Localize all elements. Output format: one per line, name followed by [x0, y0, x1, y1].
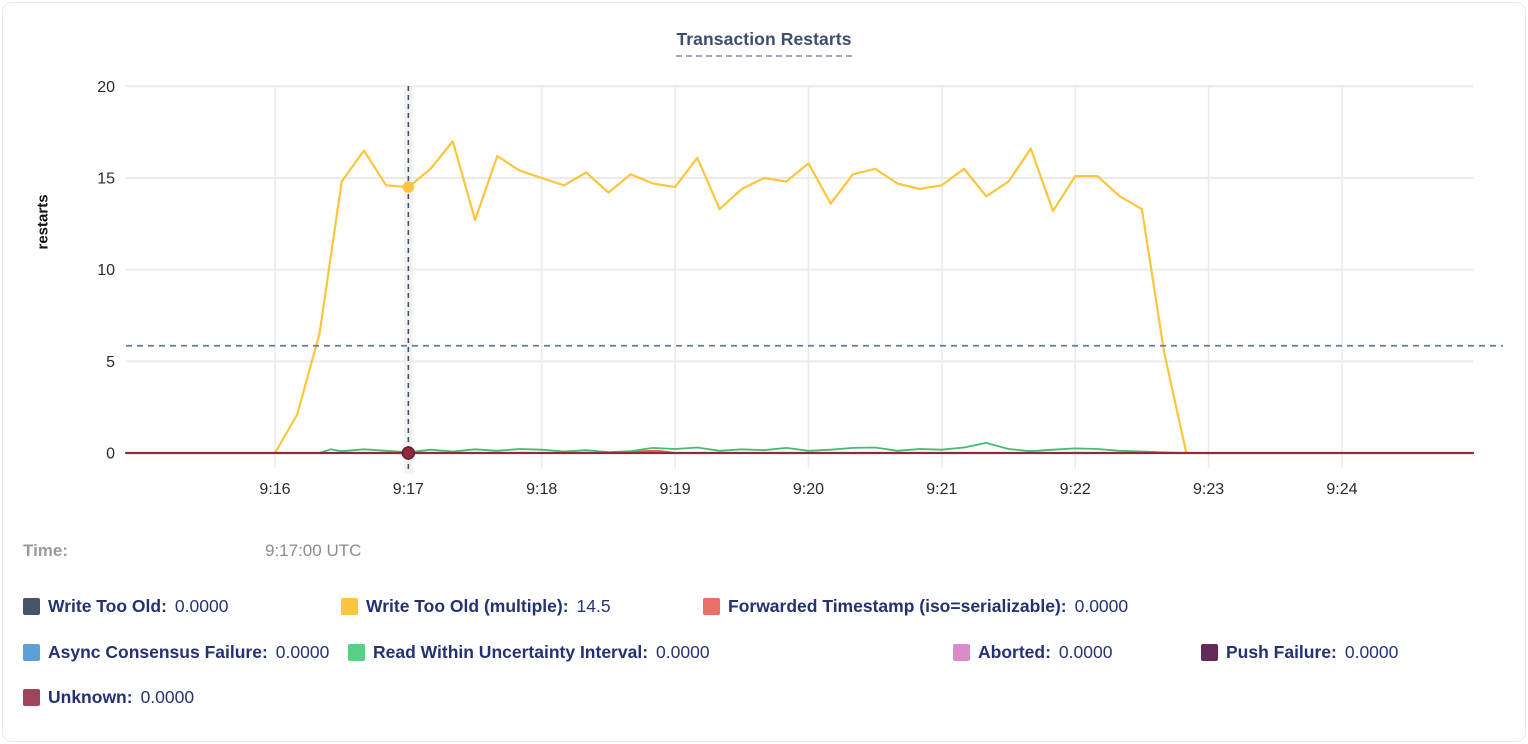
- legend-value: 0.0000: [275, 641, 330, 662]
- x-tick-label: 9:19: [660, 481, 691, 498]
- chart-title-wrap: Transaction Restarts: [3, 29, 1525, 57]
- legend-swatch: [348, 643, 365, 661]
- x-tick-label: 9:16: [259, 481, 290, 498]
- legend-item: Async Consensus Failure: 0.0000: [23, 642, 348, 663]
- hover-time-row: Time: 9:17:00 UTC: [23, 541, 361, 561]
- legend-item: Read Within Uncertainty Interval: 0.0000: [348, 642, 953, 663]
- y-tick-label: 10: [97, 262, 115, 279]
- legend-swatch: [703, 597, 720, 615]
- legend-label: Read Within Uncertainty Interval:: [373, 641, 649, 662]
- legend-swatch: [1201, 643, 1218, 661]
- legend-label: Push Failure:: [1226, 641, 1337, 662]
- legend-swatch: [23, 643, 40, 661]
- legend-value: 0.0000: [1344, 641, 1399, 662]
- y-tick-label: 15: [97, 170, 115, 187]
- series-line: [273, 140, 1188, 455]
- x-tick-label: 9:21: [926, 481, 957, 498]
- series-line: [125, 442, 1474, 454]
- x-tick-label: 9:17: [393, 481, 424, 498]
- time-label: Time:: [23, 541, 69, 560]
- legend-label: Write Too Old:: [48, 595, 167, 616]
- legend-item: Write Too Old (multiple): 14.5: [341, 596, 703, 617]
- transaction-restarts-chart[interactable]: 0 5 10 15 20 9:16 9:17 9:18 9:19 9:20 9:21 9:22 9:23…: [3, 3, 1526, 511]
- legend-label: Forwarded Timestamp (iso=serializable):: [728, 595, 1067, 616]
- legend-label: Aborted:: [978, 641, 1051, 662]
- legend-label: Unknown:: [48, 686, 133, 707]
- legend-value: 0.0000: [174, 595, 229, 616]
- y-axis-label: restarts: [34, 194, 52, 250]
- x-tick-label: 9:22: [1060, 481, 1091, 498]
- legend-value: 0.0000: [1058, 641, 1113, 662]
- legend-item: Push Failure: 0.0000: [1201, 642, 1398, 663]
- x-tick-label: 9:24: [1326, 481, 1357, 498]
- legend-value: 0.0000: [1074, 595, 1129, 616]
- time-value: 9:17:00 UTC: [265, 541, 362, 560]
- legend-label: Async Consensus Failure:: [48, 641, 268, 662]
- legend-swatch: [953, 643, 970, 661]
- hover-marker-dot: [401, 446, 416, 460]
- y-tick-label: 0: [106, 446, 115, 463]
- legend-item: Aborted: 0.0000: [953, 642, 1201, 663]
- legend-item: Write Too Old: 0.0000: [23, 596, 341, 617]
- x-tick-label: 9:20: [793, 481, 824, 498]
- legend-swatch: [341, 597, 358, 615]
- legend-row-3: Unknown: 0.0000: [23, 684, 194, 710]
- legend-item: Forwarded Timestamp (iso=serializable): 0…: [703, 596, 1128, 617]
- legend-label: Write Too Old (multiple):: [366, 595, 569, 616]
- legend-swatch: [23, 597, 40, 615]
- legend-swatch: [23, 688, 40, 706]
- x-tick-label: 9:18: [526, 481, 557, 498]
- legend-value: 14.5: [576, 595, 611, 616]
- hover-marker-dot: [402, 181, 415, 193]
- legend-value: 0.0000: [140, 686, 195, 707]
- chart-title[interactable]: Transaction Restarts: [676, 29, 852, 57]
- y-tick-label: 20: [97, 79, 115, 96]
- legend-item: Unknown: 0.0000: [23, 687, 194, 708]
- y-tick-label: 5: [106, 354, 115, 371]
- x-tick-label: 9:23: [1193, 481, 1224, 498]
- legend-row-1: Write Too Old: 0.0000 Write Too Old (multi…: [23, 593, 1128, 619]
- legend-value: 0.0000: [656, 641, 710, 662]
- legend-row-2: Async Consensus Failure: 0.0000 Read Withi…: [23, 639, 1398, 665]
